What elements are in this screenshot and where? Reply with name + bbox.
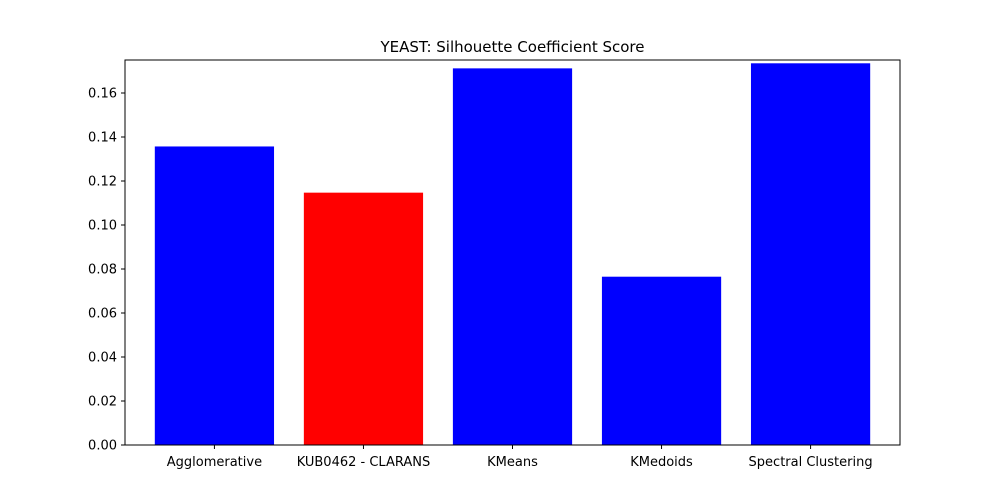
plot-frame (124, 59, 901, 446)
y-tick-label: 0.14 (88, 131, 117, 146)
y-tick-label: 0.10 (88, 219, 117, 234)
x-axis: Agglomerative KUB0462 - CLARANS KMeans KMed… (167, 445, 873, 470)
y-tick-label: 0.00 (88, 439, 117, 454)
y-tick-label: 0.12 (88, 175, 117, 190)
x-tick-label: Agglomerative (167, 455, 262, 470)
y-tick-label: 0.04 (88, 351, 117, 366)
chart-title: YEAST: Silhouette Coefficient Score (380, 38, 645, 56)
y-tick-label: 0.08 (88, 263, 117, 278)
y-axis: 0.00 0.02 0.04 0.06 0.08 0.10 0.12 0.14 0.16 (88, 87, 125, 454)
bars-group (154, 63, 871, 446)
x-tick-label: KMeans (487, 455, 538, 470)
y-tick-label: 0.02 (88, 395, 117, 410)
bar-spectral-clustering (750, 63, 871, 446)
bar-agglomerative (154, 146, 275, 445)
bar-kmeans (452, 68, 573, 446)
x-tick-label: Spectral Clustering (749, 455, 873, 470)
y-tick-label: 0.06 (88, 307, 117, 322)
x-tick-label: KUB0462 - CLARANS (297, 455, 431, 470)
bar-kub0462-clarans (303, 192, 424, 445)
bar-kmedoids (601, 276, 722, 445)
y-tick-label: 0.16 (88, 87, 117, 102)
x-tick-label: KMedoids (630, 455, 693, 470)
